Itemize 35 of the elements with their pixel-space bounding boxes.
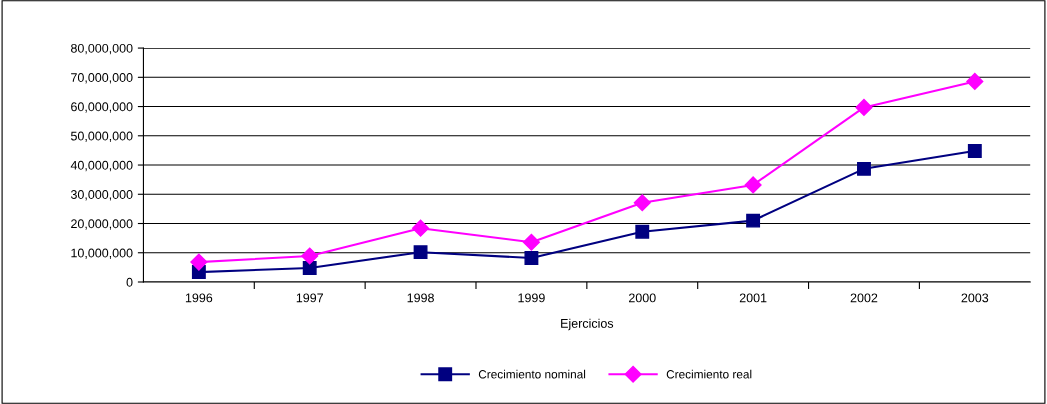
- x-tick-label: 2000: [629, 293, 656, 303]
- point: [635, 224, 650, 239]
- x-tick-label: 1997: [296, 293, 323, 303]
- point: [302, 261, 317, 275]
- y-tick-label: 10,000,000: [71, 248, 133, 259]
- x-tick-label: 1998: [407, 293, 434, 303]
- point: [524, 251, 539, 265]
- point: [966, 72, 984, 90]
- y-tick-label: 40,000,000: [70, 160, 133, 172]
- point: [413, 245, 428, 260]
- y-tick-label: 70,000,000: [71, 73, 133, 84]
- point: [746, 213, 761, 228]
- x-tick-label: 1996: [185, 293, 213, 303]
- point: [633, 194, 651, 212]
- legend-label: Crecimiento nominal: [478, 369, 586, 379]
- y-tick-label: 0: [126, 277, 133, 287]
- point: [855, 98, 873, 116]
- y-tick-label: 50,000,000: [70, 131, 133, 142]
- x-tick-label: 2001: [739, 293, 767, 303]
- point: [967, 144, 982, 158]
- point: [301, 247, 319, 265]
- point: [522, 233, 540, 251]
- y-tick-label: 80,000,000: [71, 43, 133, 55]
- x-tick-label: 2003: [961, 293, 989, 303]
- y-tick-label: 30,000,000: [70, 190, 133, 201]
- point: [857, 161, 871, 176]
- point: [744, 176, 762, 194]
- y-tick-label: 20,000,000: [71, 219, 133, 230]
- x-tick-label: 1999: [518, 293, 545, 303]
- x-tick-label: 2002: [850, 293, 878, 303]
- point: [190, 253, 208, 271]
- x-axis-title: Ejercicios: [561, 318, 614, 331]
- point: [412, 219, 430, 237]
- legend-label: Crecimiento real: [666, 369, 752, 379]
- y-tick-label: 60,000,000: [71, 102, 133, 113]
